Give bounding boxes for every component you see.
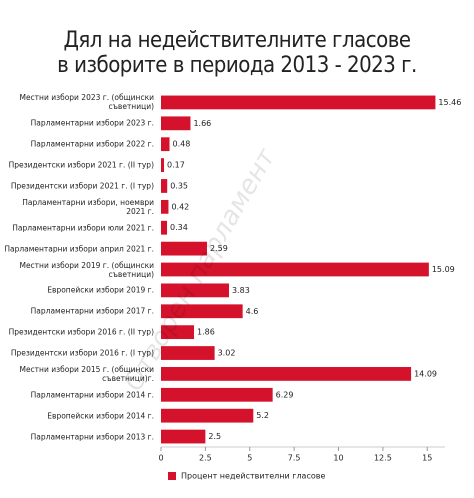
- value-label: 5.2: [256, 411, 269, 420]
- bar: [161, 387, 273, 402]
- value-label: 3.83: [232, 286, 250, 295]
- bar: [161, 158, 165, 172]
- y-tick-label: Президентски избори 2021 г. (II тур): [8, 160, 154, 170]
- bar: [161, 95, 436, 110]
- y-tick-label: Парламентарни избори април 2021 г.: [4, 244, 154, 254]
- chart-title: Дял на недействителните гласове в избори…: [57, 28, 417, 78]
- bar: [161, 304, 243, 319]
- value-label: 6.29: [276, 390, 294, 399]
- value-label: 1.66: [193, 119, 211, 128]
- bar: [161, 325, 195, 340]
- value-label: 2.59: [210, 244, 228, 253]
- bar: [161, 199, 169, 214]
- y-tick-label: Парламентарни избори 2023 г.: [30, 118, 154, 128]
- y-tick-label: Парламентарни избори 2013 г.: [30, 432, 154, 442]
- x-tick-label: 10: [333, 454, 343, 463]
- x-tick-label: 7.5: [288, 454, 301, 463]
- value-label: 15.09: [432, 265, 455, 274]
- x-tick-label: 2.5: [199, 454, 212, 463]
- bar: [161, 346, 215, 360]
- y-tick-label: Местни избори 2023 г. (общински съветниц…: [19, 93, 154, 112]
- value-label: 2.5: [208, 432, 221, 441]
- value-label: 0.48: [173, 140, 191, 149]
- legend-label: Процент недействителни гласове: [181, 472, 325, 481]
- y-tick-label: Парламентарни избори 2017 г.: [30, 306, 154, 316]
- bar: [161, 262, 429, 277]
- y-tick-label: Парламентарни избори юли 2021 г.: [12, 223, 154, 233]
- x-tick-label: 5: [247, 454, 252, 463]
- bar: [161, 137, 170, 152]
- y-tick-label: Местни избори 2019 г. (общински съветниц…: [19, 260, 154, 279]
- x-tick-label: 15: [422, 454, 432, 463]
- value-label: 0.17: [167, 161, 185, 170]
- y-tick-label: Президентски избори 2021 г. (I тур): [10, 181, 154, 191]
- y-tick-label: Местни избори 2015 г. (общински съветниц…: [19, 364, 154, 383]
- bar: [161, 116, 191, 131]
- y-tick-label: Парламентарни избори 2022 г.: [30, 139, 154, 149]
- y-tick-label: Президентски избори 2016 г. (II тур): [8, 327, 154, 337]
- bar: [161, 283, 229, 298]
- bar: [161, 220, 168, 235]
- bar: [161, 429, 206, 444]
- bar: [161, 408, 254, 423]
- value-label: 0.34: [170, 223, 188, 232]
- bar: [161, 179, 168, 193]
- value-label: 15.46: [438, 98, 461, 107]
- y-tick-label: Европейски избори 2019 г.: [47, 285, 154, 295]
- x-tick-label: 0: [158, 454, 163, 463]
- y-tick-label: Европейски избори 2014 г.: [47, 411, 154, 421]
- value-label: 0.42: [171, 202, 189, 211]
- value-label: 4.6: [246, 307, 259, 316]
- bar: [161, 241, 207, 256]
- value-label: 14.09: [414, 369, 437, 378]
- y-tick-label: Парламентарни избори, ноември 2021 г.: [22, 197, 154, 216]
- y-tick-label: Президентски избори 2016 г. (I тур): [10, 348, 154, 358]
- value-label: 1.86: [197, 328, 215, 337]
- x-tick-label: 12.5: [374, 454, 392, 463]
- bar: [161, 367, 412, 381]
- y-tick-label: Парламентарни избори 2014 г.: [30, 390, 154, 400]
- value-label: 3.02: [218, 349, 236, 358]
- value-label: 0.35: [170, 181, 188, 190]
- legend-swatch: [168, 472, 176, 480]
